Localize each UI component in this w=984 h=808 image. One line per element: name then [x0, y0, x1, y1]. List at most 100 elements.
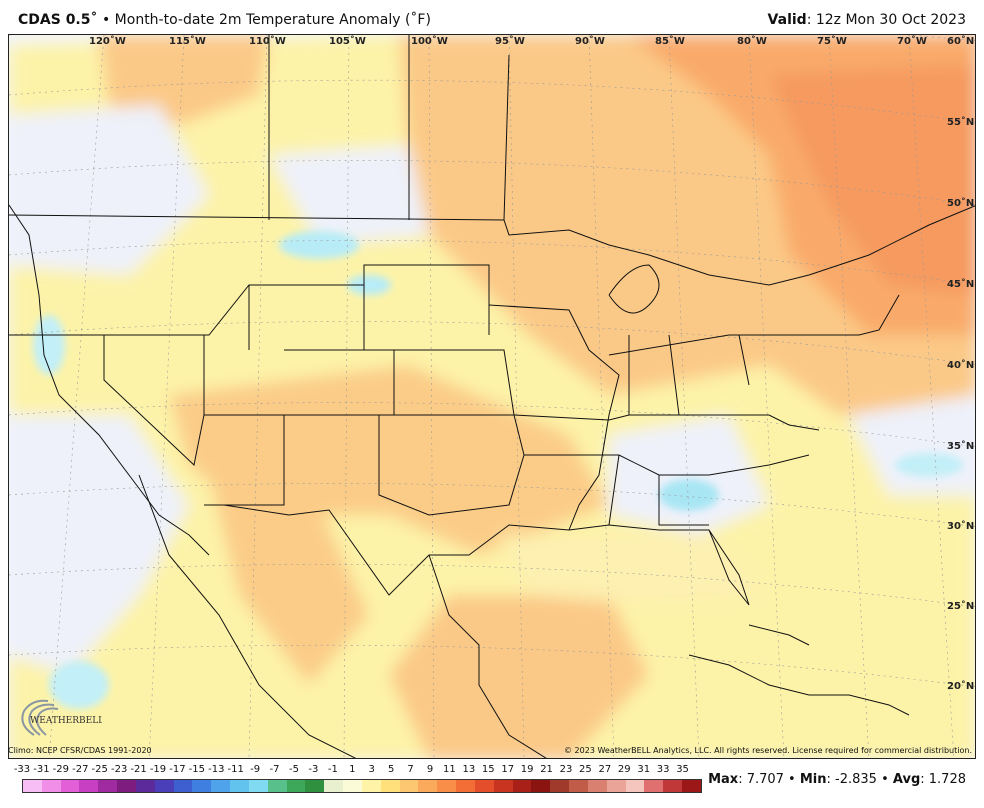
colorbar-tick-label: 1	[349, 764, 356, 775]
cold-pockets	[33, 231, 963, 709]
colorbar-tick-label: -21	[130, 764, 147, 775]
max-label: Max	[708, 772, 739, 787]
colorbar-swatch	[211, 780, 231, 792]
colorbar-tick-label: 3	[368, 764, 375, 775]
colorbar-tick-label: -1	[327, 764, 338, 775]
colorbar-tick-label: -29	[52, 764, 70, 775]
colorbar-tick-label: -25	[91, 764, 108, 775]
avg-value: : 1.728	[920, 772, 966, 787]
colorbar-swatch	[606, 780, 626, 792]
colorbar-swatch	[587, 780, 607, 792]
lon-label-90w: 90˚W	[575, 36, 605, 47]
lat-label-30n: 30˚N	[947, 521, 975, 532]
colorbar-tick-label: -19	[149, 764, 167, 775]
lon-label-105w: 105˚W	[329, 36, 366, 47]
valid-time: Valid: 12z Mon 30 Oct 2023	[768, 12, 966, 28]
lat-label-60n: 60˚N	[947, 36, 975, 47]
graticule	[9, 35, 975, 758]
colorbar-swatch	[663, 780, 682, 792]
colorbar-tick-label: 9	[426, 764, 434, 775]
stats-separator-2: •	[876, 772, 893, 787]
colorbar-swatch	[681, 780, 701, 792]
colorbar-tick-label: -7	[269, 764, 280, 775]
colorbar-swatch	[135, 780, 155, 792]
weatherbell-logo: WEATHERBELL	[21, 699, 102, 736]
product-description: Month-to-date 2m Temperature Anomaly (˚F…	[114, 12, 431, 28]
colorbar-swatch	[230, 780, 249, 792]
colorbar-tick-label: 17	[501, 764, 515, 775]
lon-label-75w: 75˚W	[817, 36, 847, 47]
colorbar-swatch	[437, 780, 457, 792]
stats-summary: Max: 7.707 • Min: -2.835 • Avg: 1.728	[708, 772, 966, 787]
colorbar-swatch	[60, 780, 80, 792]
valid-label: Valid	[767, 12, 807, 28]
lat-label-55n: 55˚N	[947, 117, 975, 128]
colorbar-tick-label: -13	[208, 764, 225, 775]
colorbar-swatch	[493, 780, 513, 792]
colorbar-swatch	[625, 780, 645, 792]
colorbar-tick-label: 15	[481, 764, 495, 775]
colorbar-tick-label: 25	[579, 764, 592, 775]
colorbar-swatch	[512, 780, 532, 792]
lat-label-20n: 20˚N	[947, 681, 975, 692]
lon-label-100w: 100˚W	[411, 36, 448, 47]
colorbar-tick-label: 11	[443, 764, 456, 775]
colorbar-tick-label: -31	[33, 764, 50, 775]
colorbar-swatch	[248, 780, 268, 792]
stats-separator-1: •	[783, 772, 800, 787]
colorbar-swatch	[286, 780, 306, 792]
colorbar-swatch	[531, 780, 551, 792]
colorbar-tick-label: -17	[169, 764, 186, 775]
lon-label-70w: 70˚W	[897, 36, 927, 47]
lat-label-25n: 25˚N	[947, 601, 975, 612]
colorbar-swatch	[117, 780, 136, 792]
model-name: CDAS 0.5˚	[18, 12, 98, 28]
colorbar-swatch	[474, 780, 494, 792]
lon-label-80w: 80˚W	[737, 36, 767, 47]
colorbar-tick-label: -11	[227, 764, 244, 775]
colorbar-tick-label: -5	[289, 764, 299, 775]
colorbar-swatch	[41, 780, 61, 792]
colorbar-tick-label: -27	[72, 764, 89, 775]
colorbar-tick-label: 7	[407, 764, 414, 775]
colorbar-swatch	[192, 780, 212, 792]
lat-label-50n: 50˚N	[947, 198, 975, 209]
lon-label-115w: 115˚W	[169, 36, 206, 47]
colorbar-swatch	[98, 780, 118, 792]
colorbar-tick-label: -9	[250, 764, 261, 775]
colorbar-tick-label: -3	[308, 764, 319, 775]
colorbar-tick-labels: -33 -31 -29 -27 -25 -23 -21 -19 -17 -15 -13 -11 -9 -7…	[12, 764, 712, 776]
map-title: CDAS 0.5˚ • Month-to-date 2m Temperature…	[18, 12, 431, 28]
colorbar-swatch	[267, 780, 287, 792]
lon-label-85w: 85˚W	[655, 36, 685, 47]
climo-note: Climo: NCEP CFSR/CDAS 1991-2020	[8, 746, 152, 755]
colorbar-tick-label: 23	[559, 764, 573, 775]
colorbar-swatch	[343, 780, 362, 792]
colorbar-swatch	[380, 780, 400, 792]
avg-label: Avg	[892, 772, 921, 787]
colorbar-tick-label: 13	[462, 764, 476, 775]
colorbar-tick-label: 33	[656, 764, 670, 775]
lon-label-120w: 120˚W	[89, 36, 126, 47]
colorbar-tick-label: 31	[637, 764, 651, 775]
political-boundaries	[9, 35, 975, 758]
map-canvas	[9, 35, 975, 758]
anomaly-map: 120˚W 115˚W 110˚W 105˚W 100˚W 95˚W 90˚W …	[8, 34, 976, 759]
min-label: Min	[799, 772, 827, 787]
colorbar-swatch	[418, 780, 438, 792]
colorbar-swatch	[324, 780, 344, 792]
colorbar-tick-label: 27	[598, 764, 612, 775]
valid-time-value: : 12z Mon 30 Oct 2023	[806, 12, 966, 28]
colorbar	[22, 779, 702, 793]
min-value: : -2.835	[826, 772, 877, 787]
lat-label-45n: 45˚N	[947, 279, 975, 290]
colorbar-tick-label: -15	[188, 764, 206, 775]
colorbar-swatch	[154, 780, 174, 792]
title-bullet: •	[101, 12, 111, 28]
colorbar-swatch	[23, 780, 42, 792]
colorbar-tick-label: -33	[13, 764, 31, 775]
lon-label-110w: 110˚W	[249, 36, 286, 47]
copyright-note: © 2023 WeatherBELL Analytics, LLC. All r…	[564, 746, 972, 755]
colorbar-swatch	[79, 780, 99, 792]
colorbar-swatch	[399, 780, 419, 792]
